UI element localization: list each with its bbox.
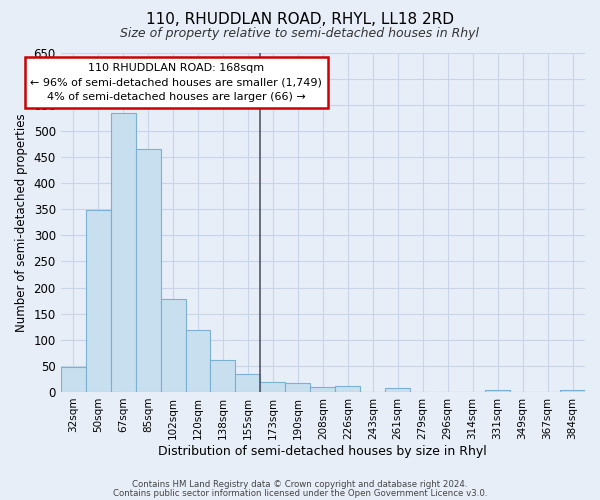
Bar — [385, 388, 410, 392]
Bar — [185, 330, 211, 392]
Bar — [61, 368, 86, 392]
Bar — [310, 386, 335, 392]
X-axis label: Distribution of semi-detached houses by size in Rhyl: Distribution of semi-detached houses by … — [158, 444, 487, 458]
Bar — [260, 382, 286, 392]
Bar — [560, 390, 585, 392]
Bar — [485, 390, 510, 392]
Text: 110, RHUDDLAN ROAD, RHYL, LL18 2RD: 110, RHUDDLAN ROAD, RHYL, LL18 2RD — [146, 12, 454, 28]
Bar — [86, 210, 110, 392]
Y-axis label: Number of semi-detached properties: Number of semi-detached properties — [15, 113, 28, 332]
Bar — [335, 386, 360, 392]
Bar — [110, 112, 136, 392]
Text: Contains public sector information licensed under the Open Government Licence v3: Contains public sector information licen… — [113, 488, 487, 498]
Bar — [211, 360, 235, 392]
Bar — [286, 383, 310, 392]
Bar — [161, 299, 185, 392]
Bar — [235, 374, 260, 392]
Bar — [136, 149, 161, 392]
Text: Contains HM Land Registry data © Crown copyright and database right 2024.: Contains HM Land Registry data © Crown c… — [132, 480, 468, 489]
Text: 110 RHUDDLAN ROAD: 168sqm
← 96% of semi-detached houses are smaller (1,749)
4% o: 110 RHUDDLAN ROAD: 168sqm ← 96% of semi-… — [30, 62, 322, 102]
Text: Size of property relative to semi-detached houses in Rhyl: Size of property relative to semi-detach… — [121, 28, 479, 40]
